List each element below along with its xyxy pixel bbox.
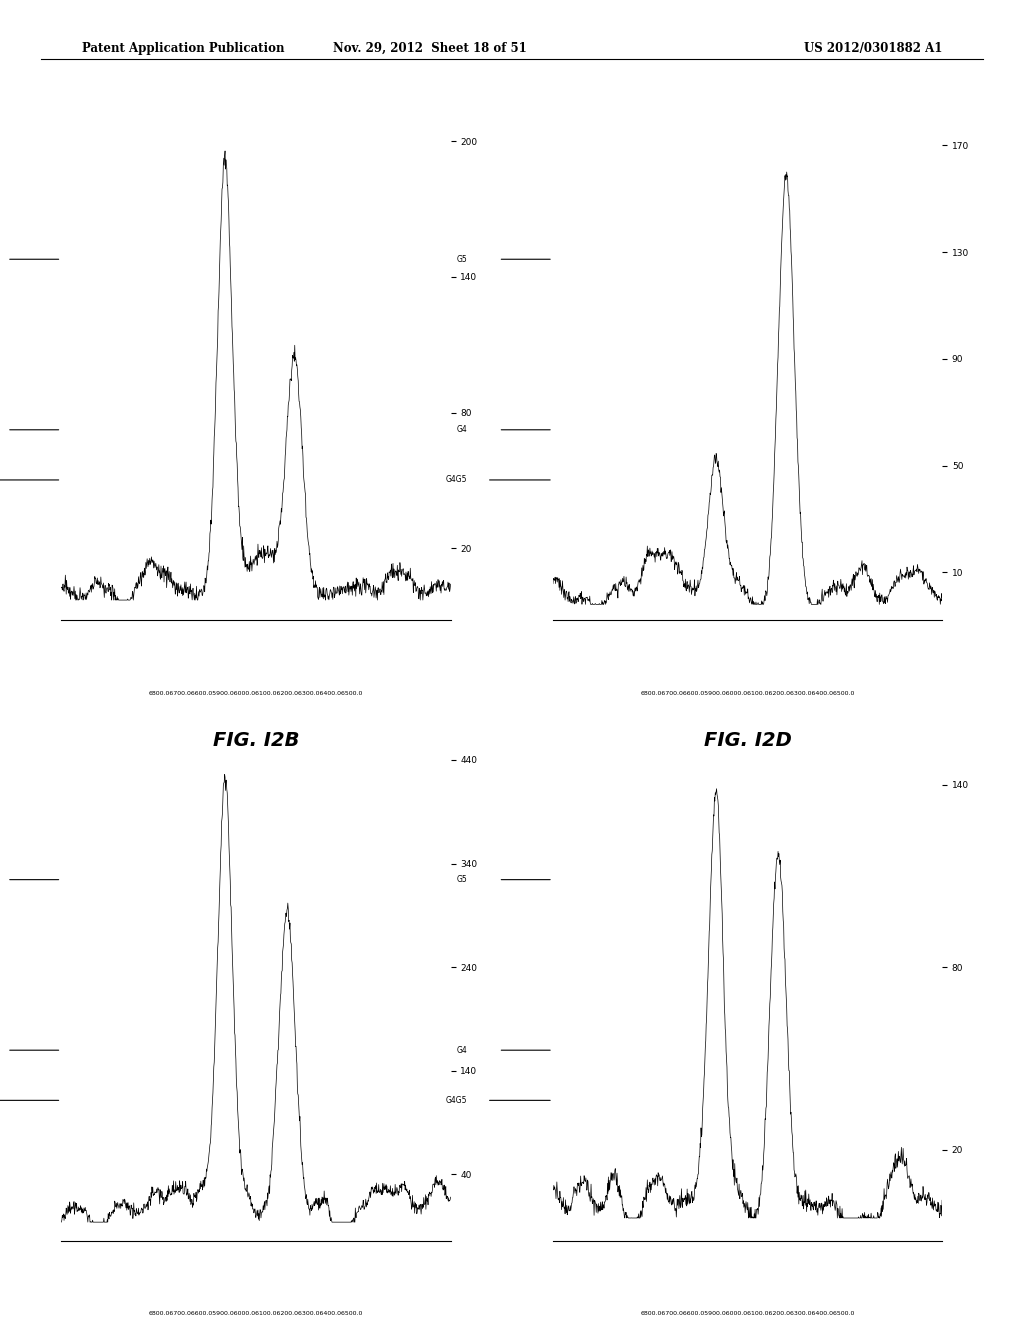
Text: G4G5: G4G5 [445, 475, 467, 484]
Text: 6800.06700.06600.05900.06000.06100.06200.06300.06400.06500.0: 6800.06700.06600.05900.06000.06100.06200… [148, 690, 364, 696]
Text: G5: G5 [457, 875, 467, 884]
Text: G4: G4 [457, 1045, 467, 1055]
Text: US 2012/0301882 A1: US 2012/0301882 A1 [804, 42, 942, 55]
Text: Nov. 29, 2012  Sheet 18 of 51: Nov. 29, 2012 Sheet 18 of 51 [333, 42, 527, 55]
Text: G5: G5 [457, 255, 467, 264]
Text: G4: G4 [457, 425, 467, 434]
Text: Patent Application Publication: Patent Application Publication [82, 42, 285, 55]
Text: Asian 4G 65.8% 5G 34.2%: Asian 4G 65.8% 5G 34.2% [583, 314, 591, 425]
Text: G4G5: G4G5 [445, 1096, 467, 1105]
Text: 6800.06700.06600.05900.06000.06100.06200.06300.06400.06500.0: 6800.06700.06600.05900.06000.06100.06200… [640, 1311, 855, 1316]
Text: African 4G 28.2% 5G 71.2%: African 4G 28.2% 5G 71.2% [583, 932, 591, 1048]
Text: FIG. I2D: FIG. I2D [703, 731, 792, 750]
Text: 6800.06700.06600.05900.06000.06100.06200.06300.06400.06500.0: 6800.06700.06600.05900.06000.06100.06200… [148, 1311, 364, 1316]
Text: FIG. I2B: FIG. I2B [213, 731, 299, 750]
Text: 6800.06700.06600.05900.06000.06100.06200.06300.06400.06500.0: 6800.06700.06600.05900.06000.06100.06200… [640, 690, 855, 696]
